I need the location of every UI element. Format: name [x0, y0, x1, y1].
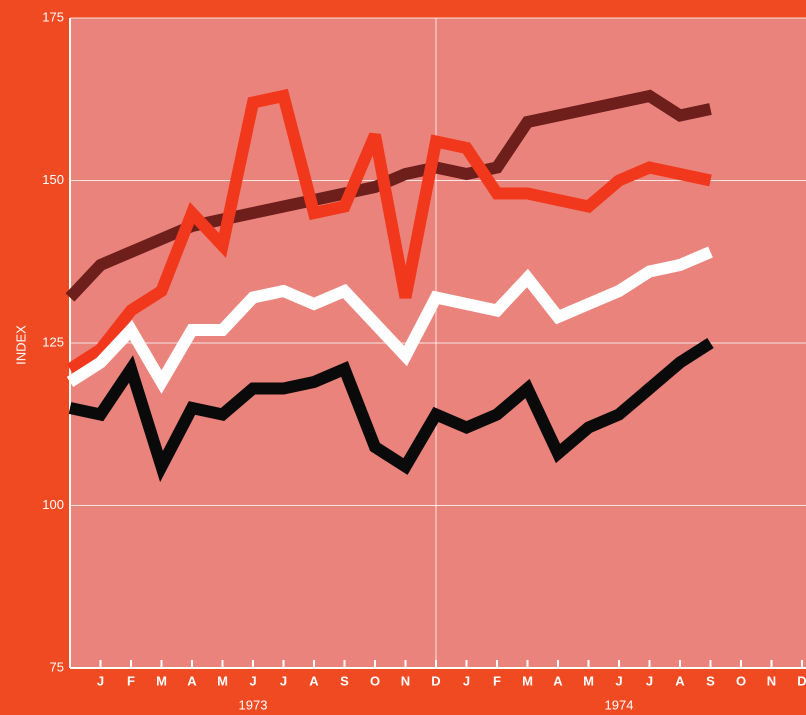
x-tick-label: F	[493, 673, 501, 688]
series-line	[68, 337, 714, 483]
x-tick-label: J	[249, 673, 256, 688]
x-tick-label: N	[401, 673, 410, 688]
y-tick-label: 175	[42, 9, 64, 24]
series-line	[66, 88, 712, 375]
x-tick-label: J	[463, 673, 470, 688]
y-axis-label: INDEX	[13, 325, 28, 365]
year-label: 1973	[239, 697, 268, 712]
x-tick-label: A	[553, 673, 563, 688]
x-tick-label: J	[615, 673, 622, 688]
series-line	[66, 246, 713, 394]
y-tick-label: 150	[42, 172, 64, 187]
x-tick-label: A	[187, 673, 197, 688]
series-line	[65, 89, 712, 302]
y-tick-label: 75	[50, 659, 64, 674]
x-tick-label: D	[797, 673, 806, 688]
x-tick-label: A	[309, 673, 319, 688]
x-tick-label: F	[127, 673, 135, 688]
x-tick-label: J	[280, 673, 287, 688]
x-tick-label: S	[340, 673, 349, 688]
y-tick-label: 100	[42, 497, 64, 512]
x-tick-label: M	[156, 673, 167, 688]
x-tick-label: M	[217, 673, 228, 688]
x-tick-label: J	[646, 673, 653, 688]
x-tick-label: N	[767, 673, 776, 688]
y-tick-label: 125	[42, 334, 64, 349]
x-tick-label: O	[736, 673, 746, 688]
x-tick-label: M	[583, 673, 594, 688]
x-tick-label: D	[431, 673, 440, 688]
x-tick-label: S	[706, 673, 715, 688]
x-tick-label: O	[370, 673, 380, 688]
year-label: 1974	[605, 697, 634, 712]
x-tick-label: A	[675, 673, 685, 688]
x-tick-label: J	[97, 673, 104, 688]
x-tick-label: M	[522, 673, 533, 688]
